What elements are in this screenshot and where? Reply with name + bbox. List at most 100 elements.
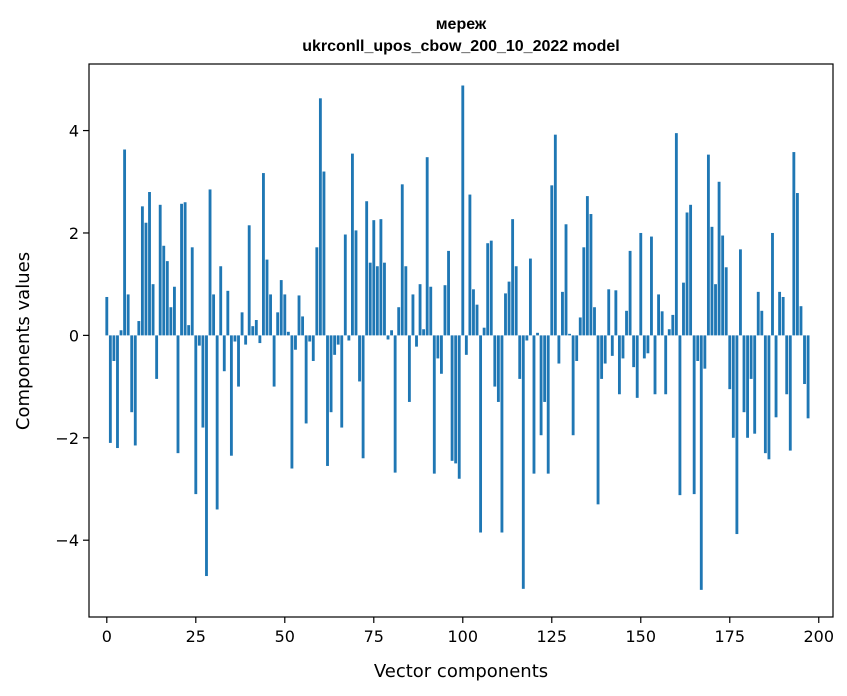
bar-component-94	[440, 335, 443, 374]
bar-component-193	[792, 152, 796, 336]
bar-component-65	[336, 335, 340, 345]
bar-component-72	[361, 335, 365, 459]
bar-component-185	[763, 335, 767, 454]
bar-component-26	[197, 335, 201, 346]
bar-component-62	[326, 335, 329, 466]
bar-component-115	[514, 266, 518, 336]
bar-component-67	[343, 234, 347, 336]
bar-component-87	[415, 335, 418, 347]
bar-component-91	[429, 286, 433, 336]
bar-component-22	[183, 202, 187, 336]
bar-component-52	[290, 335, 294, 469]
bar-component-95	[443, 285, 447, 336]
bar-component-122	[539, 335, 543, 436]
bar-component-64	[333, 335, 337, 355]
bar-component-110	[496, 335, 500, 402]
plot-frame	[88, 63, 834, 618]
bar-component-121	[536, 332, 539, 336]
bar-component-57	[308, 335, 312, 342]
bar-component-105	[479, 335, 483, 533]
bar-component-144	[617, 335, 621, 395]
bar-component-179	[742, 335, 746, 413]
y-axis-ticks: −4 −2 0 2 4	[55, 122, 89, 550]
bar-component-28	[205, 335, 208, 577]
bar-component-167	[699, 335, 703, 590]
bar-component-189	[778, 291, 782, 336]
bar-component-1	[108, 335, 112, 443]
bar-component-70	[354, 230, 358, 336]
bar-component-163	[685, 212, 689, 336]
bar-component-16	[162, 245, 166, 336]
y-tick-label: 0	[69, 326, 79, 345]
bar-component-36	[233, 335, 237, 342]
y-tick-label: −4	[55, 531, 79, 550]
x-tick-label: 175	[714, 627, 745, 646]
bar-component-194	[795, 193, 799, 336]
bar-component-137	[593, 307, 596, 336]
bar-component-155	[657, 294, 660, 336]
bar-component-162	[682, 282, 685, 336]
bar-component-45	[265, 259, 269, 336]
bar-component-177	[735, 335, 739, 535]
bar-component-97	[450, 335, 454, 461]
bar-component-47	[272, 335, 276, 387]
bar-component-158	[667, 329, 671, 336]
bar-component-141	[607, 289, 611, 336]
bar-component-114	[511, 219, 515, 336]
bar-component-82	[397, 307, 401, 336]
bar-component-134	[582, 247, 586, 336]
bar-component-90	[425, 157, 429, 336]
x-axis-label: Vector components	[374, 661, 548, 682]
bar-component-35	[229, 335, 233, 456]
bar-component-132	[575, 335, 579, 361]
bar-component-55	[301, 316, 305, 336]
bar-component-124	[546, 335, 550, 474]
bar-component-136	[589, 214, 593, 336]
bar-component-48	[276, 312, 280, 336]
bar-component-129	[564, 224, 568, 336]
bar-component-148	[632, 335, 636, 368]
x-axis-ticks: 0 25 50 75 100 125 150 175 200	[102, 617, 834, 646]
bar-component-20	[176, 335, 180, 454]
bar-component-191	[785, 335, 789, 395]
bar-component-31	[215, 335, 219, 510]
bar-component-98	[454, 335, 458, 464]
y-axis-label: Components values	[13, 252, 34, 430]
bar-component-161	[678, 335, 682, 496]
x-tick-label: 25	[186, 627, 206, 646]
bar-component-103	[472, 289, 475, 336]
bar-component-102	[468, 194, 472, 336]
bar-component-145	[621, 335, 625, 359]
bar-component-146	[625, 310, 628, 336]
bar-component-174	[724, 267, 728, 336]
bar-component-120	[532, 335, 536, 474]
bar-component-112	[504, 293, 507, 336]
bar-component-169	[706, 154, 710, 336]
bar-component-89	[422, 329, 426, 336]
bar-component-46	[269, 294, 272, 336]
bar-component-50	[283, 294, 287, 336]
bar-component-0	[105, 296, 109, 336]
bar-component-44	[262, 173, 265, 336]
bar-component-13	[151, 284, 155, 336]
bar-component-56	[304, 335, 308, 424]
bar-component-69	[351, 153, 354, 336]
x-tick-label: 125	[537, 627, 568, 646]
bar-component-123	[543, 335, 547, 402]
bar-component-143	[614, 290, 618, 336]
bar-component-187	[771, 232, 774, 336]
bar-component-149	[635, 335, 639, 398]
bar-component-19	[173, 286, 176, 336]
bar-component-197	[806, 335, 810, 419]
bar-component-171	[714, 284, 717, 336]
bar-component-30	[212, 294, 216, 336]
bar-component-5	[123, 149, 127, 336]
bar-component-49	[279, 280, 283, 336]
bar-component-53	[294, 335, 297, 350]
bar-component-109	[493, 335, 497, 387]
bar-component-176	[731, 335, 735, 438]
bar-component-142	[610, 335, 614, 356]
bar-component-79	[386, 335, 390, 340]
y-tick-label: 4	[69, 122, 79, 141]
